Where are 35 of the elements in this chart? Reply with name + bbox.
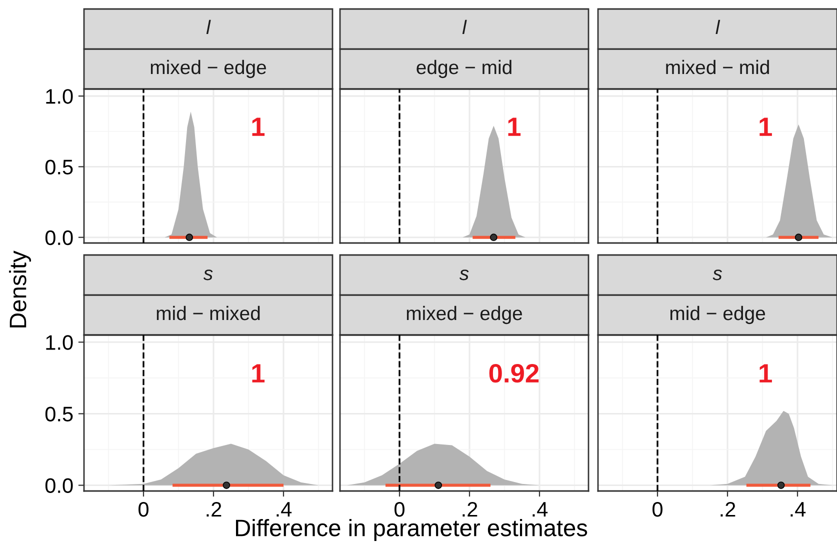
chart-title: l [462,20,467,34]
x-tick-label: .2 [206,502,222,517]
annotation: 1 [508,118,521,136]
x-tick-label: .2 [462,502,478,517]
y-tick-label: 0.5 [45,406,73,422]
x-tick-label: .4 [532,502,548,517]
x-tick-label: 0 [652,502,662,517]
chart-title: s [203,270,213,280]
chart-subtitle: mixed − edge [150,60,266,78]
y-axis-title: Density [8,250,32,328]
annotation: 1 [760,118,772,136]
x-tick-label: .4 [790,502,806,517]
chart-title: s [459,270,469,280]
y-tick-label: 0.0 [45,230,73,246]
annotation: 0.92 [489,364,539,383]
chart-subtitle: mid − edge [670,306,766,324]
y-tick-label: 1.0 [46,335,73,350]
chart-subtitle: mixed − mid [666,60,769,74]
x-tick-label: 0 [394,502,404,517]
annotation: 1 [252,118,265,136]
chart-subtitle: mid − mixed [156,306,260,320]
x-tick-label: .2 [720,502,736,517]
x-tick-label: .4 [276,502,292,517]
x-axis-title: Difference in parameter estimates [236,518,588,542]
annotation: 1 [252,364,265,382]
chart-title: l [206,20,211,34]
y-tick-label: 0.0 [45,478,73,494]
chart-title: s [712,270,722,280]
y-tick-label: 1.0 [46,89,73,104]
y-tick-label: 0.5 [45,160,73,174]
chart-title: l [716,20,720,34]
chart-subtitle: mixed − edge [406,306,522,324]
annotation: 1 [760,364,772,382]
chart-subtitle: edge − mid [416,60,512,78]
x-tick-label: 0 [138,502,148,517]
